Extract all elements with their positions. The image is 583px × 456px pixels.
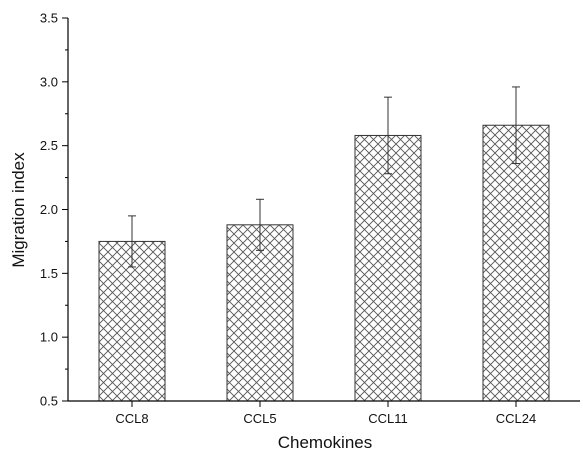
bar [482, 124, 550, 402]
x-axis-title: Chemokines [278, 433, 373, 452]
y-tick-label: 2.0 [40, 202, 58, 217]
y-tick-label: 0.5 [40, 394, 58, 409]
x-tick-label: CCL8 [115, 411, 148, 426]
y-tick-label: 3.5 [40, 11, 58, 26]
error-bars-group [128, 86, 520, 268]
y-tick-label: 1.5 [40, 266, 58, 281]
x-tick-label: CCL11 [368, 411, 408, 426]
x-tick-label: CCL24 [496, 411, 536, 426]
y-tick-label: 2.5 [40, 138, 58, 153]
bar [98, 240, 166, 402]
axes-group [62, 17, 580, 407]
y-tick-label: 3.0 [40, 74, 58, 89]
y-tick-labels: 0.5 1.0 1.5 2.0 2.5 3.0 3.5 [40, 11, 58, 409]
bar [354, 134, 422, 402]
bars-group [98, 124, 550, 402]
bar [226, 224, 294, 402]
y-axis-title: Migration index [9, 152, 28, 268]
x-tick-labels: CCL8 CCL5 CCL11 CCL24 [115, 411, 536, 426]
x-tick-label: CCL5 [243, 411, 276, 426]
y-tick-label: 1.0 [40, 330, 58, 345]
